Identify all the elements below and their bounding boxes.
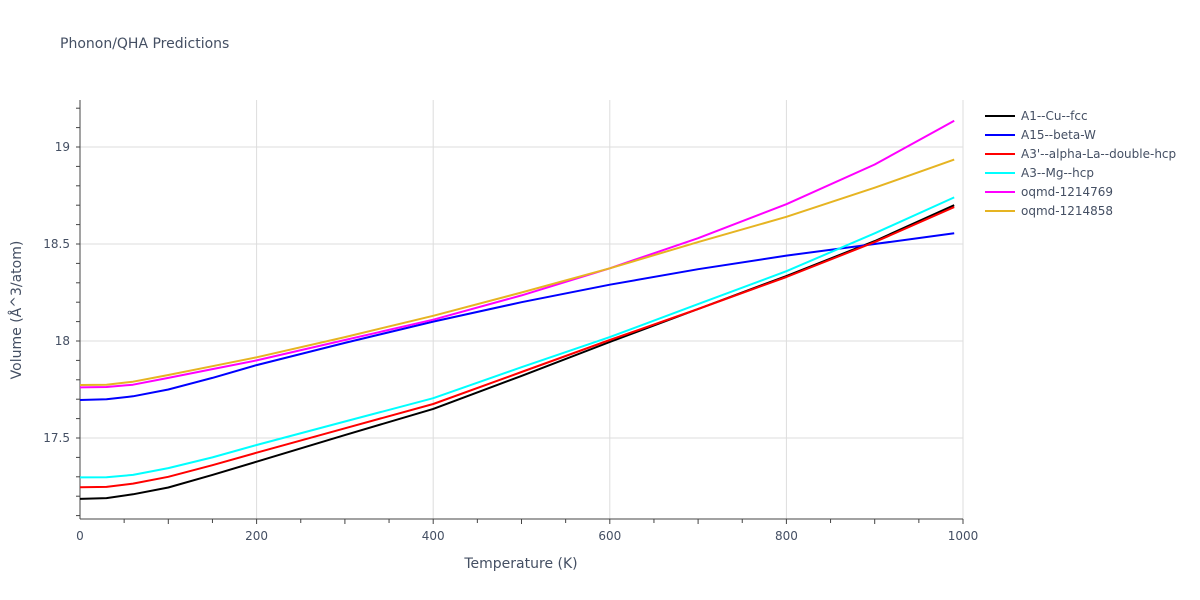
legend-item[interactable]: A3'--alpha-La--double-hcp (985, 144, 1176, 163)
legend-item[interactable]: A3--Mg--hcp (985, 163, 1176, 182)
y-tick-label: 19 (55, 140, 70, 154)
legend: A1--Cu--fcc A15--beta-W A3'--alpha-La--dou… (985, 106, 1176, 220)
y-axis-title: Volume (Å^3/atom) (8, 241, 25, 380)
legend-swatch (985, 114, 1015, 117)
x-tick-label: 600 (598, 529, 621, 543)
y-tick-label: 18.5 (43, 237, 70, 251)
series-line (79, 232, 955, 401)
legend-label: A3--Mg--hcp (1021, 165, 1094, 180)
legend-item[interactable]: oqmd-1214769 (985, 182, 1176, 201)
axes: 0 200 400 600 800 1000 17.5 18 18.5 19 (43, 100, 978, 543)
legend-swatch (985, 152, 1015, 155)
legend-item[interactable]: A15--beta-W (985, 125, 1176, 144)
chart-title: Phonon/QHA Predictions (60, 36, 230, 52)
x-axis-title: Temperature (K) (463, 556, 577, 572)
legend-swatch (985, 209, 1015, 212)
x-tick-label: 1000 (948, 529, 979, 543)
series-line (79, 158, 955, 386)
y-tick-label: 17.5 (43, 431, 70, 445)
legend-label: oqmd-1214858 (1021, 203, 1114, 218)
legend-swatch (985, 190, 1015, 193)
grid-lines (80, 100, 964, 519)
series-line (79, 206, 955, 489)
x-tick-label: 400 (422, 529, 445, 543)
legend-label: A3'--alpha-La--double-hcp (1021, 146, 1177, 161)
series-line (79, 196, 955, 479)
legend-swatch (985, 133, 1015, 136)
data-lines (79, 119, 955, 500)
series-line (79, 204, 955, 500)
legend-label: oqmd-1214769 (1021, 184, 1114, 199)
x-tick-label: 800 (775, 529, 798, 543)
legend-item[interactable]: oqmd-1214858 (985, 201, 1176, 220)
legend-label: A15--beta-W (1021, 127, 1096, 142)
legend-swatch (985, 171, 1015, 174)
legend-label: A1--Cu--fcc (1021, 108, 1088, 123)
x-tick-label: 0 (76, 529, 84, 543)
y-tick-label: 18 (55, 334, 70, 348)
legend-item[interactable]: A1--Cu--fcc (985, 106, 1176, 125)
x-tick-label: 200 (245, 529, 268, 543)
series-line (79, 119, 955, 389)
